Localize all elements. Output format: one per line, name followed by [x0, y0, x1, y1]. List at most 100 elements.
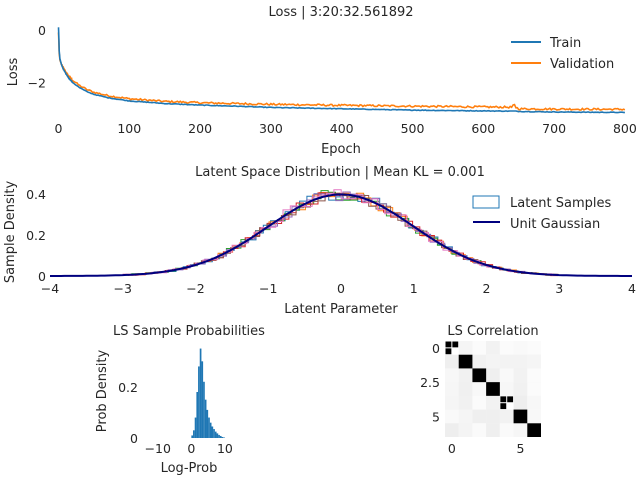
latent-histogram-step [124, 190, 555, 276]
latent-xtick-label: 4 [628, 281, 636, 296]
probability-bar [199, 348, 202, 438]
correlation-cell [499, 354, 514, 369]
latent-ytick-label: 0.2 [26, 228, 46, 243]
correlation-cell [527, 423, 541, 437]
correlation-cell [499, 382, 514, 396]
probability-bar [209, 422, 212, 438]
correlation-cell [472, 368, 487, 383]
loss-ylabel: Loss [6, 58, 21, 87]
loss-xtick-label: 400 [330, 121, 354, 136]
loss-ytick-label: 0 [38, 23, 46, 38]
latent-ytick-label: 0 [38, 269, 46, 284]
probability-bar [198, 366, 200, 438]
probability-bar [216, 433, 219, 438]
correlation-cell [472, 395, 487, 410]
correlation-cell [486, 368, 500, 383]
correlation-cell [507, 396, 514, 403]
correlation-cell [458, 354, 473, 369]
legend-validation-label: Validation [550, 57, 614, 72]
correlation-ytick-label: 2.5 [420, 375, 440, 390]
correlation-cell [513, 409, 528, 424]
probability-bar [206, 409, 209, 438]
correlation-cell [513, 354, 528, 369]
correlation-cell [499, 341, 514, 355]
legend-train-label: Train [549, 36, 581, 51]
correlation-cell [472, 382, 487, 396]
latent-histogram-step [122, 189, 553, 276]
probability-bar [221, 436, 224, 438]
latent-xtick-label: −4 [41, 281, 59, 296]
loss-title: Loss | 3:20:32.561892 [268, 5, 413, 20]
correlation-cell [472, 409, 487, 424]
loss-xtick-label: 300 [259, 121, 283, 136]
probability-bar [201, 361, 204, 438]
correlation-cell [472, 423, 487, 437]
latent-xtick-label: 3 [555, 281, 563, 296]
loss-xtick-label: 0 [55, 121, 63, 136]
probabilities-x-ticks: −10 0 10 [145, 441, 233, 456]
loss-panel: Loss | 3:20:32.561892 Loss Epoch 0 −2 0 10… [6, 5, 637, 157]
correlation-cell [458, 423, 473, 437]
correlation-cell [445, 341, 452, 348]
probability-bar [204, 399, 207, 438]
correlation-cell [472, 341, 487, 355]
correlation-cell [486, 423, 500, 437]
correlation-cell [499, 368, 514, 383]
loss-xtick-label: 100 [117, 121, 141, 136]
probability-bar [211, 426, 214, 438]
correlation-cell [527, 341, 541, 355]
loss-xtick-label: 800 [613, 121, 637, 136]
correlation-y-ticks: 02.55 [420, 341, 440, 425]
correlation-cell [458, 382, 473, 396]
correlation-cell [500, 396, 507, 403]
correlation-ytick-label: 5 [432, 409, 440, 424]
legend-latent-samples-label: Latent Samples [510, 196, 612, 211]
correlation-cell [458, 341, 473, 355]
validation-loss-line [57, 32, 626, 112]
correlation-cell [486, 382, 500, 396]
correlation-cell [527, 368, 541, 383]
correlation-cell [445, 368, 459, 383]
latent-xtick-label: −3 [114, 281, 132, 296]
correlation-cell [500, 403, 507, 410]
correlation-cell [486, 354, 500, 369]
correlation-cell [458, 409, 473, 424]
correlation-cell [486, 409, 500, 424]
latent-x-ticks: −4 −3 −2 −1 0 1 2 3 4 [41, 281, 636, 296]
unit-gaussian-curve [50, 193, 632, 277]
correlation-cell [513, 341, 528, 355]
correlation-cell [458, 368, 473, 383]
correlation-cell [445, 423, 459, 437]
correlation-title: LS Correlation [447, 324, 538, 339]
correlation-cell [513, 395, 528, 410]
correlation-cell [445, 409, 459, 424]
probability-bar [223, 437, 225, 438]
correlation-cell [445, 382, 459, 396]
probabilities-ytick-label: 0.2 [118, 380, 138, 395]
loss-y-ticks: 0 −2 [28, 23, 46, 91]
correlation-cell [445, 348, 452, 355]
loss-xtick-label: 500 [401, 121, 425, 136]
loss-xtick-label: 700 [542, 121, 566, 136]
correlation-cell [527, 354, 541, 369]
correlation-cell [527, 382, 541, 396]
loss-xtick-label: 600 [471, 121, 495, 136]
correlation-xtick-label: 0 [448, 441, 456, 456]
probabilities-xlabel: Log-Prob [161, 461, 218, 476]
correlation-cell [458, 395, 473, 410]
correlation-xtick-label: 5 [516, 441, 524, 456]
latent-xtick-label: −2 [186, 281, 204, 296]
legend-unit-gaussian-label: Unit Gaussian [510, 217, 600, 232]
latent-xtick-label: 0 [337, 281, 345, 296]
correlation-cell [445, 395, 459, 410]
probabilities-xtick-label: 10 [217, 441, 233, 456]
correlation-cell [499, 423, 514, 437]
correlation-cell [527, 409, 541, 424]
loss-x-ticks: 0 100 200 300 400 500 600 700 800 [55, 121, 637, 136]
latent-ylabel: Sample Density [3, 181, 18, 284]
latent-title: Latent Space Distribution | Mean KL = 0.… [195, 165, 485, 180]
correlation-cell [513, 382, 528, 396]
probabilities-ylabel: Prob Density [95, 349, 110, 432]
